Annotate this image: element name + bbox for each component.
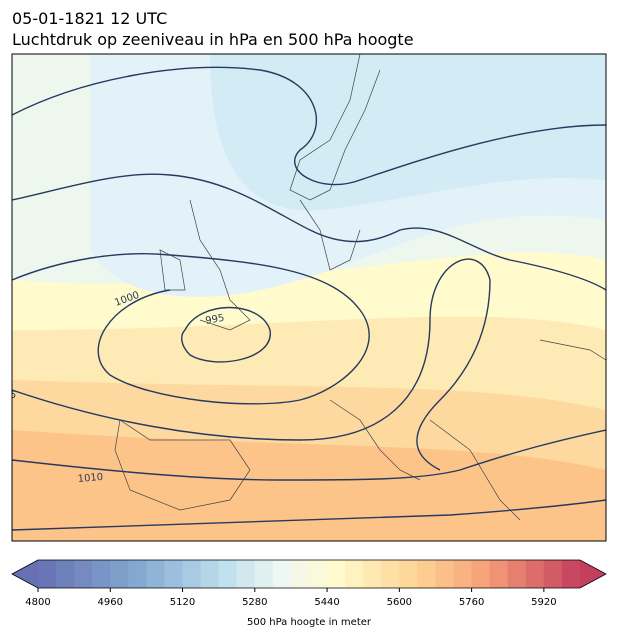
colorbar-band <box>236 560 256 588</box>
colorbar-band <box>489 560 509 588</box>
colorbar-band <box>453 560 473 588</box>
colorbar-band <box>363 560 382 588</box>
colorbar-band <box>290 560 310 588</box>
coastline <box>114 54 606 521</box>
colorbar-band <box>327 560 346 588</box>
colorbar-tick-label: 5280 <box>242 597 267 608</box>
colorbar-band <box>272 560 292 588</box>
contour-label: 1005 <box>0 384 18 401</box>
subtitle: Luchtdruk op zeeniveau in hPa en 500 hPa… <box>12 30 414 49</box>
colorbar-tick-label: 5440 <box>314 597 339 608</box>
isobar <box>12 258 491 471</box>
colorbar-tick-label: 4800 <box>25 597 50 608</box>
colorbar-band <box>200 560 220 588</box>
colorbar-band <box>525 560 545 588</box>
map: 1000 995 1005 1010 <box>0 54 606 541</box>
height-band <box>210 54 606 211</box>
isobar <box>12 173 606 291</box>
colorbar-band <box>146 560 165 588</box>
contour-label: 1010 <box>77 472 103 485</box>
title: 05-01-1821 12 UTC <box>12 9 167 28</box>
colorbar-band <box>110 560 129 588</box>
isobar <box>12 253 370 405</box>
colorbar-band <box>435 560 455 588</box>
colorbar-band <box>507 560 527 588</box>
colorbar-band <box>345 560 364 588</box>
colorbar-band <box>543 560 563 588</box>
colorbar-band <box>182 560 202 588</box>
colorbar-tick-label: 5760 <box>459 597 484 608</box>
colorbar-band <box>381 560 400 588</box>
colorbar-band <box>164 560 184 588</box>
colorbar-band <box>417 560 436 588</box>
colorbar-band <box>74 560 93 588</box>
colorbar-band <box>218 560 238 588</box>
colorbar-label: 500 hPa hoogte in meter <box>247 617 372 628</box>
colorbar-band <box>128 560 147 588</box>
colorbar-tick-label: 4960 <box>98 597 123 608</box>
colorbar: 4800 4960 5120 5280 5440 5600 5760 5920 <box>11 559 607 608</box>
isobar <box>181 306 271 363</box>
colorbar-band <box>309 560 328 588</box>
isobar <box>12 499 606 531</box>
map-frame <box>11 53 607 542</box>
colorbar-tick-label: 5920 <box>531 597 556 608</box>
contour-label: 995 <box>205 313 226 327</box>
colorbar-band <box>399 560 418 588</box>
colorbar-band <box>254 560 274 588</box>
colorbar-band <box>92 560 111 588</box>
colorbar-tick-label: 5600 <box>387 597 412 608</box>
colorbar-band <box>471 560 491 588</box>
isobar <box>12 429 606 481</box>
colorbar-band <box>56 560 75 588</box>
colorbar-extend <box>580 560 606 588</box>
colorbar-band <box>561 560 581 588</box>
colorbar-tick-label: 5120 <box>170 597 195 608</box>
colorbar-extend <box>12 560 38 588</box>
colorbar-band <box>38 560 57 588</box>
isobar <box>12 66 606 186</box>
colorbar-frame <box>11 559 607 589</box>
